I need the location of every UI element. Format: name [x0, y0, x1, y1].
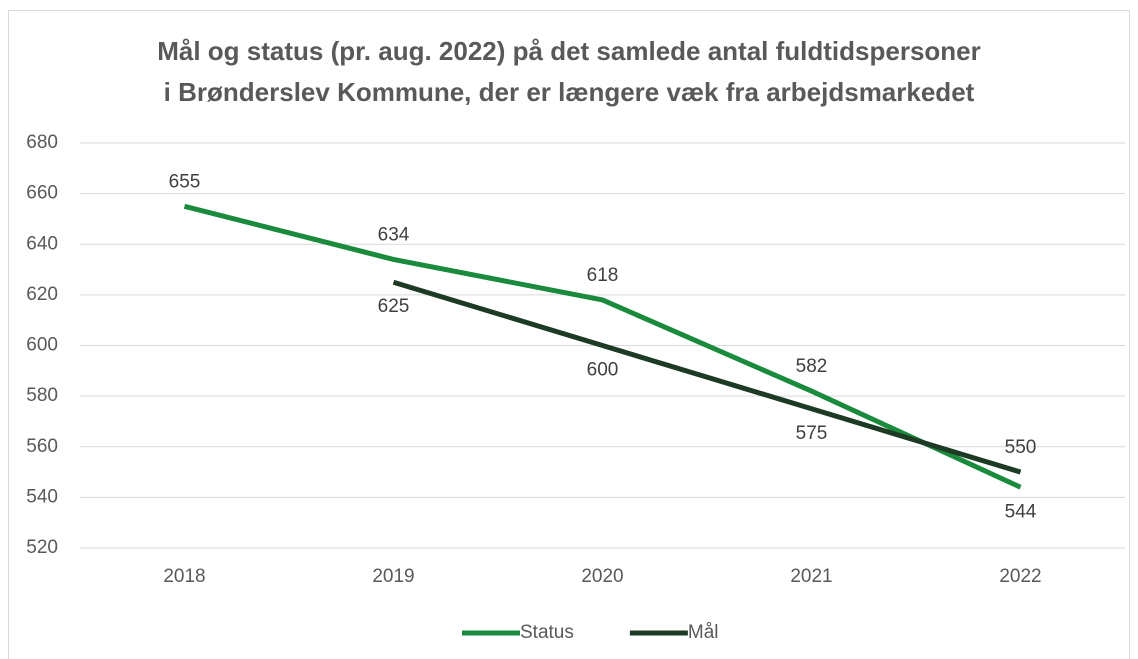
line-series: [183, 203, 1022, 490]
x-tick-label: 2020: [581, 566, 623, 587]
chart-title: Mål og status (pr. aug. 2022) på det sam…: [157, 36, 981, 66]
x-tick-label: 2021: [790, 566, 832, 587]
data-label: 544: [1005, 501, 1037, 522]
y-tick-label: 620: [26, 284, 58, 305]
data-label: 618: [587, 265, 619, 286]
y-tick-label: 580: [26, 385, 58, 406]
y-tick-label: 520: [26, 537, 58, 558]
y-tick-label: 540: [26, 486, 58, 507]
data-label: 550: [1005, 437, 1037, 458]
data-label: 582: [796, 356, 828, 377]
data-label: 655: [169, 171, 201, 192]
x-tick-label: 2018: [163, 566, 205, 587]
y-tick-label: 640: [26, 233, 58, 254]
data-label: 575: [796, 423, 828, 444]
y-tick-label: 560: [26, 436, 58, 457]
legend-label: Status: [520, 622, 574, 643]
y-tick-label: 660: [26, 183, 58, 204]
y-tick-label: 600: [26, 335, 58, 356]
x-tick-label: 2019: [372, 566, 414, 587]
chart-title: i Brønderslev Kommune, der er længere væ…: [164, 77, 975, 107]
y-tick-label: 680: [26, 132, 58, 153]
legend-label: Mål: [688, 622, 719, 643]
data-label: 600: [587, 360, 619, 381]
data-label: 634: [378, 224, 410, 245]
data-label: 625: [378, 296, 410, 317]
x-tick-label: 2022: [999, 566, 1041, 587]
line-series: [392, 279, 1022, 475]
